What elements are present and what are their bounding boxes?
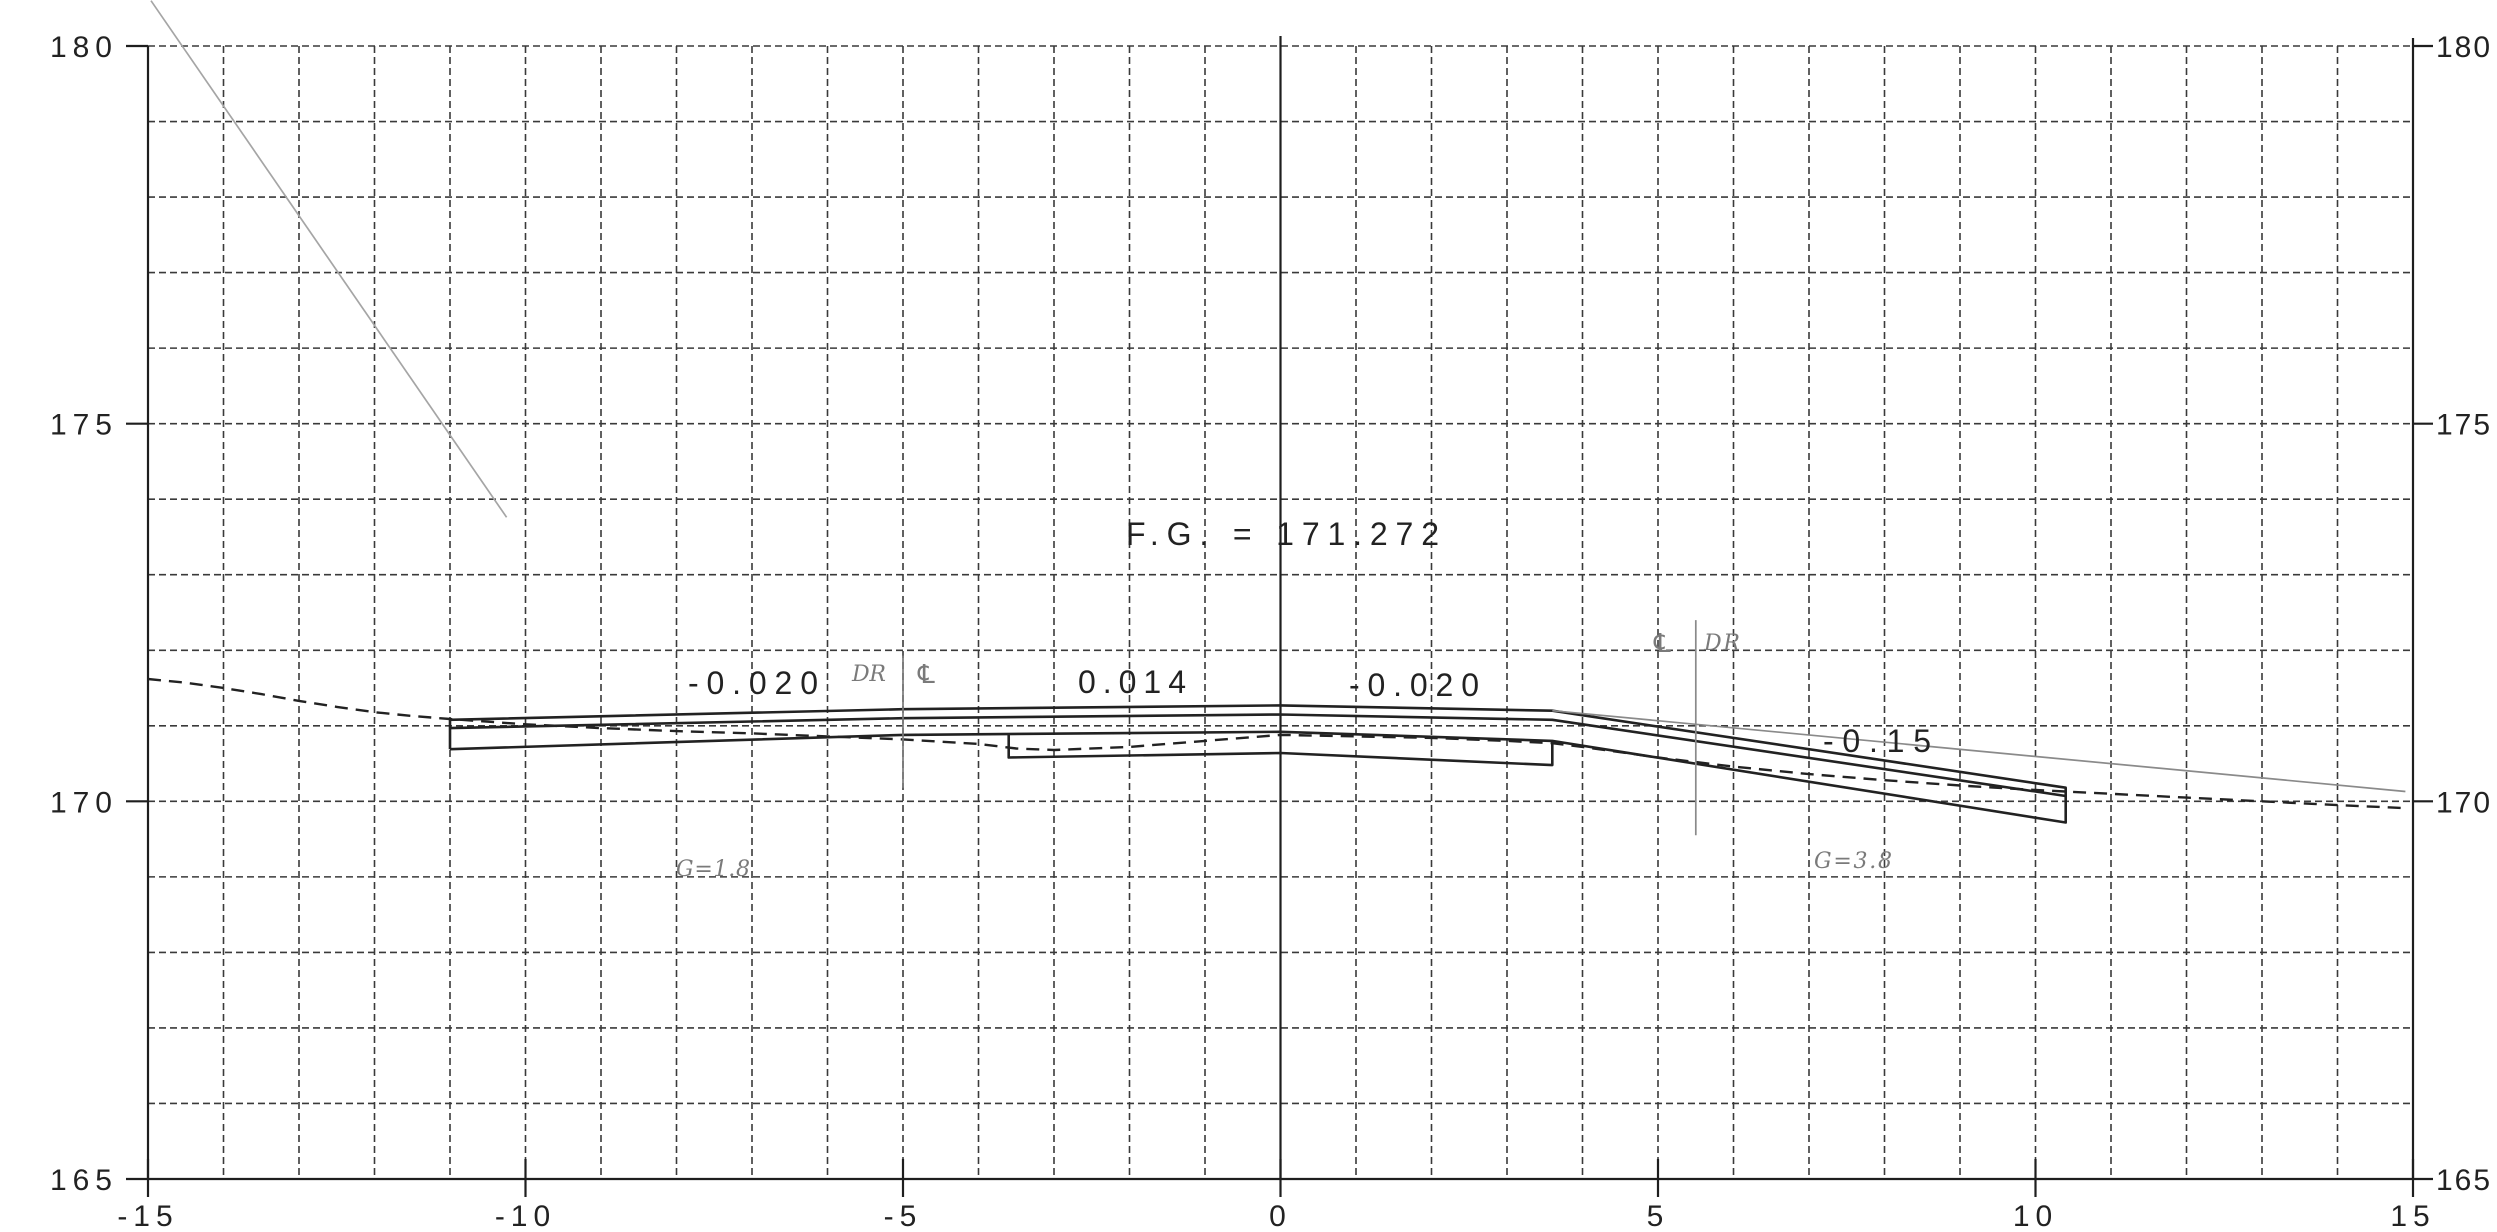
dashed-profile-line (147, 677, 2406, 810)
y-tick-label-left: 180 (50, 31, 118, 64)
drain-note-left: DR (851, 662, 886, 687)
drain-note-right: DR (1703, 631, 1740, 656)
axes: -15 -10 -5 0 5 10 15 180 180 175 175 170 170 165 165 (50, 31, 2492, 1232)
x-tick-label: -15 (117, 1200, 178, 1232)
pencil-line (1552, 709, 2406, 793)
y-tick-label-right: 180 (2436, 31, 2492, 64)
y-tick-label-left: 175 (50, 409, 118, 442)
pencil-line (150, 0, 508, 518)
y-tick-label-left: 170 (50, 786, 118, 819)
y-tick-label-right: 175 (2436, 409, 2492, 442)
centerline-symbol-left: ℄ (917, 660, 935, 690)
grade-note-left: G=1.8 (676, 857, 750, 882)
cross-slope-label-center: 0.014 (1078, 664, 1186, 700)
profile-line (449, 713, 2066, 798)
profile-lines (147, 0, 2406, 836)
x-tick-label: 0 (1269, 1200, 1292, 1232)
grid (148, 45, 2413, 1179)
y-tick-label-left: 165 (50, 1164, 118, 1197)
profile-line (448, 704, 2067, 824)
centerline-symbol-right: ℄ (1653, 629, 1671, 659)
x-tick-label: 5 (1647, 1200, 1670, 1232)
finished-grade-label: F.G. = 171.272 (1126, 516, 1439, 552)
y-tick-label-right: 165 (2436, 1164, 2492, 1197)
x-tick-label: 10 (2013, 1200, 2058, 1232)
profile-line (1007, 734, 1554, 767)
x-tick-label: -5 (884, 1200, 923, 1232)
grade-note-right: G=3.8 (1814, 849, 1892, 874)
x-tick-label: -10 (495, 1200, 556, 1232)
x-tick-label: 15 (2390, 1200, 2435, 1232)
y-tick-label-right: 170 (2436, 786, 2492, 819)
